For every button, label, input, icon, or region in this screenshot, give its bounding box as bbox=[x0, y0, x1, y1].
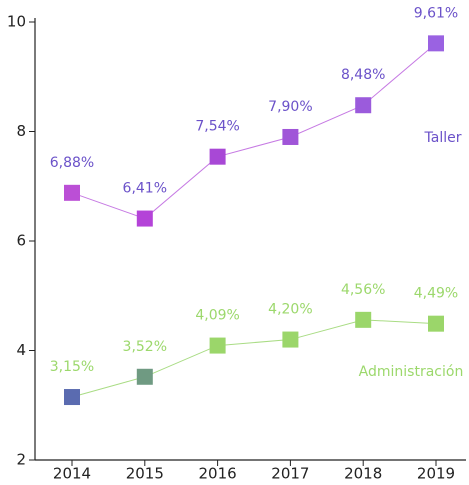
marker bbox=[209, 337, 226, 354]
marker bbox=[428, 35, 444, 52]
marker bbox=[64, 389, 80, 406]
data-label: 4,49% bbox=[414, 286, 458, 302]
marker bbox=[136, 210, 153, 227]
data-label: 6,88% bbox=[50, 155, 94, 171]
marker bbox=[355, 311, 372, 328]
x-tick-label: 2014 bbox=[53, 465, 91, 482]
series-name: Taller bbox=[424, 130, 462, 146]
data-label: 4,20% bbox=[268, 302, 312, 318]
data-label: 3,52% bbox=[123, 339, 167, 355]
data-label: 7,90% bbox=[268, 99, 312, 115]
data-label: 7,54% bbox=[195, 119, 239, 135]
data-label: 8,48% bbox=[341, 67, 385, 83]
series-line bbox=[71, 319, 437, 398]
y-tick-label: 4 bbox=[16, 341, 26, 359]
y-tick-label: 8 bbox=[16, 122, 26, 140]
data-label: 6,41% bbox=[123, 181, 167, 197]
marker bbox=[355, 97, 372, 114]
data-label: 3,15% bbox=[50, 359, 94, 375]
data-label: 9,61% bbox=[414, 5, 458, 21]
marker bbox=[136, 368, 153, 385]
x-tick-label: 2016 bbox=[199, 465, 237, 482]
x-tick-label: 2019 bbox=[417, 465, 455, 482]
y-tick-label: 6 bbox=[16, 232, 26, 250]
marker bbox=[64, 184, 80, 201]
x-tick-label: 2018 bbox=[344, 465, 382, 482]
y-tick-label: 2 bbox=[16, 451, 26, 469]
marker bbox=[282, 331, 299, 348]
marker bbox=[209, 148, 226, 165]
series-line bbox=[71, 42, 437, 220]
data-label: 4,09% bbox=[195, 308, 239, 324]
x-tick-label: 2017 bbox=[271, 465, 309, 482]
x-tick-label: 2015 bbox=[126, 465, 164, 482]
y-tick-label: 10 bbox=[7, 13, 26, 31]
data-label: 4,56% bbox=[341, 282, 385, 298]
marker bbox=[282, 128, 299, 145]
marker bbox=[428, 315, 444, 332]
series-name: Administración bbox=[359, 364, 464, 380]
